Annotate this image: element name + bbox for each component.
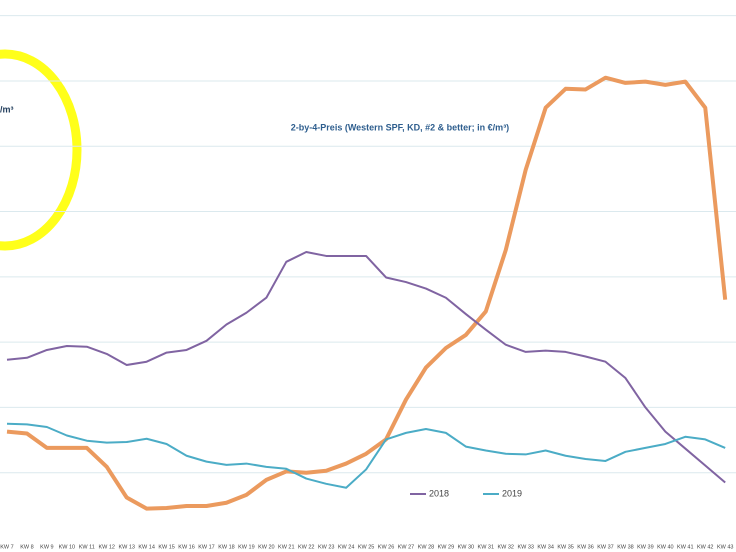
x-tick-label: KW 11 [79,544,95,550]
x-tick-label: KW 41 [677,544,694,550]
x-tick-label: KW 16 [178,544,195,550]
x-tick-label: KW 28 [418,544,435,550]
x-tick-label: KW 27 [398,544,415,550]
x-tick-label: KW 37 [597,544,614,550]
x-tick-label: KW 43 [717,544,734,550]
x-tick-label: KW 21 [278,544,295,550]
x-tick-label: KW 8 [20,544,33,550]
x-tick-label: KW 17 [198,544,215,550]
x-tick-label: KW 19 [238,544,255,550]
x-tick-label: KW 38 [617,544,634,550]
x-tick-label: KW 36 [577,544,594,550]
x-tick-label: KW 22 [298,544,315,550]
x-tick-label: KW 26 [378,544,395,550]
x-tick-label: KW 42 [697,544,714,550]
side-text: /m³ [0,104,14,114]
x-tick-label: KW 29 [438,544,455,550]
line-series [6,251,726,484]
x-tick-label: KW 34 [537,544,554,550]
x-tick-label: KW 31 [478,544,495,550]
x-tick-label: KW 32 [497,544,514,550]
x-tick-label: KW 35 [557,544,574,550]
line-series [6,422,726,489]
x-tick-label: KW 7 [0,544,13,550]
highlight-circle [0,49,82,251]
x-tick-label: KW 20 [258,544,275,550]
x-tick-label: KW 12 [98,544,115,550]
legend-label: 2019 [502,488,522,498]
legend-label: 2018 [429,488,449,498]
x-tick-label: KW 23 [318,544,335,550]
x-tick-label: KW 15 [158,544,175,550]
x-tick-label: KW 14 [138,544,155,550]
x-tick-label: KW 39 [637,544,654,550]
line-series [6,75,728,511]
chart-title: 2-by-4-Preis (Western SPF, KD, #2 & bett… [291,122,509,132]
x-tick-label: KW 10 [59,544,76,550]
x-tick-label: KW 13 [118,544,135,550]
x-tick-label: KW 33 [517,544,534,550]
x-tick-label: KW 9 [40,544,53,550]
x-tick-label: KW 18 [218,544,235,550]
x-tick-label: KW 30 [458,544,475,550]
x-tick-label: KW 25 [358,544,375,550]
x-tick-label: KW 24 [338,544,355,550]
x-tick-label: KW 40 [657,544,674,550]
